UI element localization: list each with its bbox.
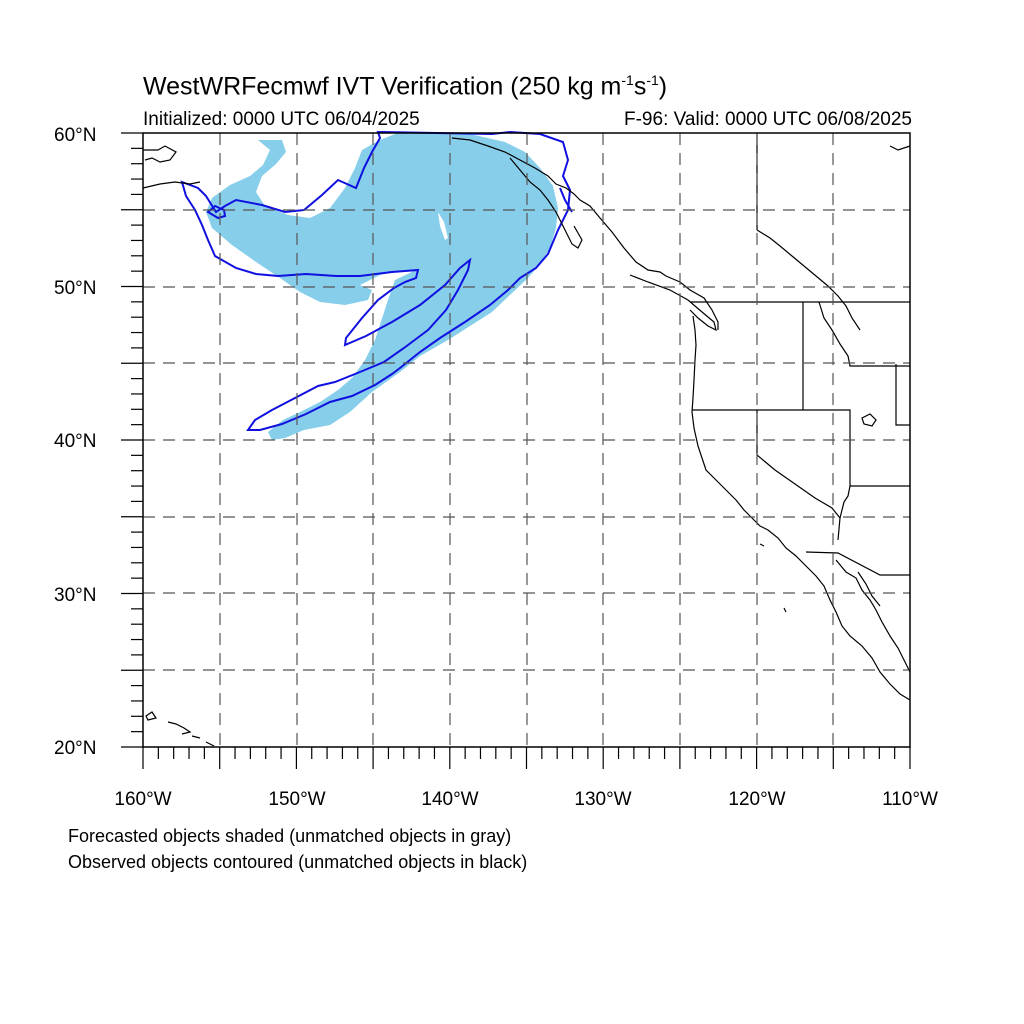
lon-label-130w: 130°W [574,789,631,810]
longitude-labels: 160°W 150°W 140°W 130°W 120°W 110°W [114,789,938,810]
lon-label-120w: 120°W [728,789,785,810]
observed-legend-note: Observed objects contoured (unmatched ob… [68,852,528,872]
lat-label-40n: 40°N [54,431,96,452]
lat-label-30n: 30°N [54,585,96,606]
lon-label-140w: 140°W [421,789,478,810]
lat-label-50n: 50°N [54,278,96,299]
graticule [143,133,910,747]
lat-label-60n: 60°N [54,125,96,146]
forecast-legend-note: Forecasted objects shaded (unmatched obj… [68,826,512,846]
latitude-labels: 60°N 50°N 40°N 30°N 20°N [54,125,96,759]
observed-object [180,130,573,431]
tick-marks [121,132,911,769]
initialized-time: Initialized: 0000 UTC 06/04/2025 [143,109,420,130]
lon-label-110w: 110°W [882,789,938,810]
lon-label-160w: 160°W [114,789,171,810]
map-title: WestWRFecmwf IVT Verification (250 kg m-… [143,72,668,101]
valid-time: F-96: Valid: 0000 UTC 06/08/2025 [624,109,912,130]
lat-label-20n: 20°N [54,738,96,759]
forecast-object [206,132,558,440]
lon-label-150w: 150°W [268,789,325,810]
